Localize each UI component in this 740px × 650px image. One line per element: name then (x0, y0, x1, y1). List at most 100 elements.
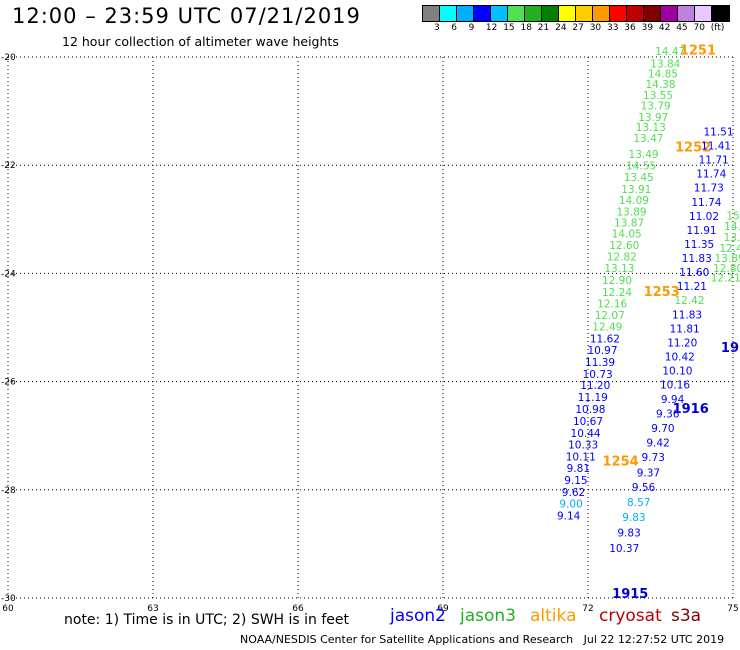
swh-value: 15 (726, 210, 739, 222)
scale-label: 12 (485, 23, 498, 33)
swh-value: 13.87 (614, 217, 644, 229)
swh-value: 14.38 (645, 79, 675, 91)
swh-value: 12.4 (719, 243, 740, 255)
scale-label: 27 (572, 23, 584, 33)
swh-value: 12.07 (595, 310, 625, 322)
swh-value: 10.97 (587, 345, 617, 357)
swh-value: 13.79 (641, 100, 671, 112)
scale-swatch (627, 6, 644, 21)
swh-value: 14. (724, 221, 740, 233)
swh-value: 11.60 (679, 267, 709, 279)
scale-swatch (593, 6, 610, 21)
swh-value: 11.02 (689, 211, 719, 223)
swh-value: 9.83 (622, 512, 645, 524)
longitude-tick-label: 72 (582, 604, 593, 614)
swh-value: 9.62 (562, 487, 585, 499)
scale-label: 24 (555, 23, 567, 33)
scale-label: 70 (693, 23, 705, 33)
swh-value: 10.10 (662, 366, 692, 378)
swh-value: 13.47 (633, 133, 663, 145)
swh-value: 11.39 (585, 357, 615, 369)
swh-value: 9.37 (637, 467, 660, 479)
pass-label: 1254 (603, 454, 639, 469)
swh-value: 8.57 (627, 497, 650, 509)
swh-value: 11.83 (672, 309, 702, 321)
scale-swatch (644, 6, 661, 21)
scale-label: 6 (451, 23, 458, 33)
swh-value: 10.16 (660, 380, 690, 392)
swh-value: 11.83 (682, 253, 712, 265)
swh-value: 12.60 (609, 240, 639, 252)
swh-value: 12.90 (602, 275, 632, 287)
longitude-tick-label: 75 (727, 604, 738, 614)
scale-swatch (508, 6, 525, 21)
pass-label: 1251 (680, 43, 716, 58)
scale-label: 15 (503, 23, 515, 33)
swh-value: 10.98 (575, 404, 605, 416)
longitude-tick-label: 66 (292, 604, 304, 614)
swh-value: 12.80 (713, 263, 740, 275)
scale-swatch (661, 6, 678, 21)
swh-value: 12.16 (597, 298, 627, 310)
swh-value: 10.33 (568, 440, 598, 452)
swh-value: 10.11 (566, 452, 596, 464)
swh-value: 13.13 (636, 122, 666, 134)
swh-value: 11.41 (701, 141, 731, 153)
scale-label: 18 (520, 23, 532, 33)
scale-swatch (474, 6, 491, 21)
latitude-tick-label: -22 (1, 161, 16, 171)
scale-swatch (542, 6, 559, 21)
swh-value: 13. (724, 232, 740, 244)
note-text: note: 1) Time is in UTC; 2) SWH is in fe… (64, 612, 350, 628)
scale-label: 39 (641, 23, 654, 33)
swh-value: 9.73 (642, 452, 665, 464)
swh-value: 9.56 (632, 482, 656, 494)
swh-value: 11.21 (677, 281, 707, 293)
swh-value: 12.82 (607, 251, 637, 263)
scale-swatch (559, 6, 576, 21)
swh-value: 11.81 (670, 323, 700, 335)
latitude-tick-label: -30 (1, 594, 16, 604)
swh-value: 10.67 (573, 416, 603, 428)
swh-value: 11.51 (703, 126, 733, 138)
swh-value: 13.84 (650, 58, 680, 70)
pass-label: 191 (721, 341, 740, 356)
scale-swatch (712, 6, 729, 21)
latitude-tick-label: -24 (1, 269, 16, 279)
swh-value: 14.05 (612, 229, 642, 241)
swh-value: 9.70 (651, 423, 674, 435)
swh-value: 13.97 (638, 112, 668, 124)
map-subtitle: 12 hour collection of altimeter wave hei… (62, 34, 339, 49)
swh-value: 9.94 (661, 394, 685, 406)
longitude-tick-label: 69 (437, 604, 449, 614)
swh-value: 9.42 (646, 438, 669, 450)
swh-value: 11.74 (696, 169, 726, 181)
swh-value: 11.91 (687, 225, 717, 237)
swh-value: 9.15 (564, 475, 587, 487)
swh-value: 12.42 (674, 295, 704, 307)
swh-value: 13.45 (624, 172, 654, 184)
legend-altika: altika (530, 606, 577, 626)
swh-value: 11.20 (580, 380, 610, 392)
scale-label: 42 (658, 23, 671, 33)
longitude-tick-label: 63 (147, 604, 158, 614)
swh-value: 9.36 (656, 408, 680, 420)
scale-swatch (440, 6, 457, 21)
scale-label: 3 (434, 23, 440, 33)
swh-value: 13.91 (621, 184, 651, 196)
legend-cryosat: cryosat (599, 606, 662, 626)
swh-value: 13.89 (616, 207, 646, 219)
pass-label: 1253 (644, 285, 680, 300)
scale-swatch (491, 6, 508, 21)
swh-value: 10.73 (583, 369, 613, 381)
swh-value: 11.62 (590, 334, 620, 346)
swh-value: 14.85 (648, 69, 678, 81)
swh-value: 12.24 (602, 287, 632, 299)
swh-value: 14.47 (655, 46, 685, 58)
swh-value: 10.42 (665, 352, 695, 364)
legend-s3a: s3a (671, 606, 702, 626)
scale-label: 36 (624, 23, 636, 33)
scale-label: 30 (589, 23, 602, 33)
scale-swatch (423, 6, 440, 21)
